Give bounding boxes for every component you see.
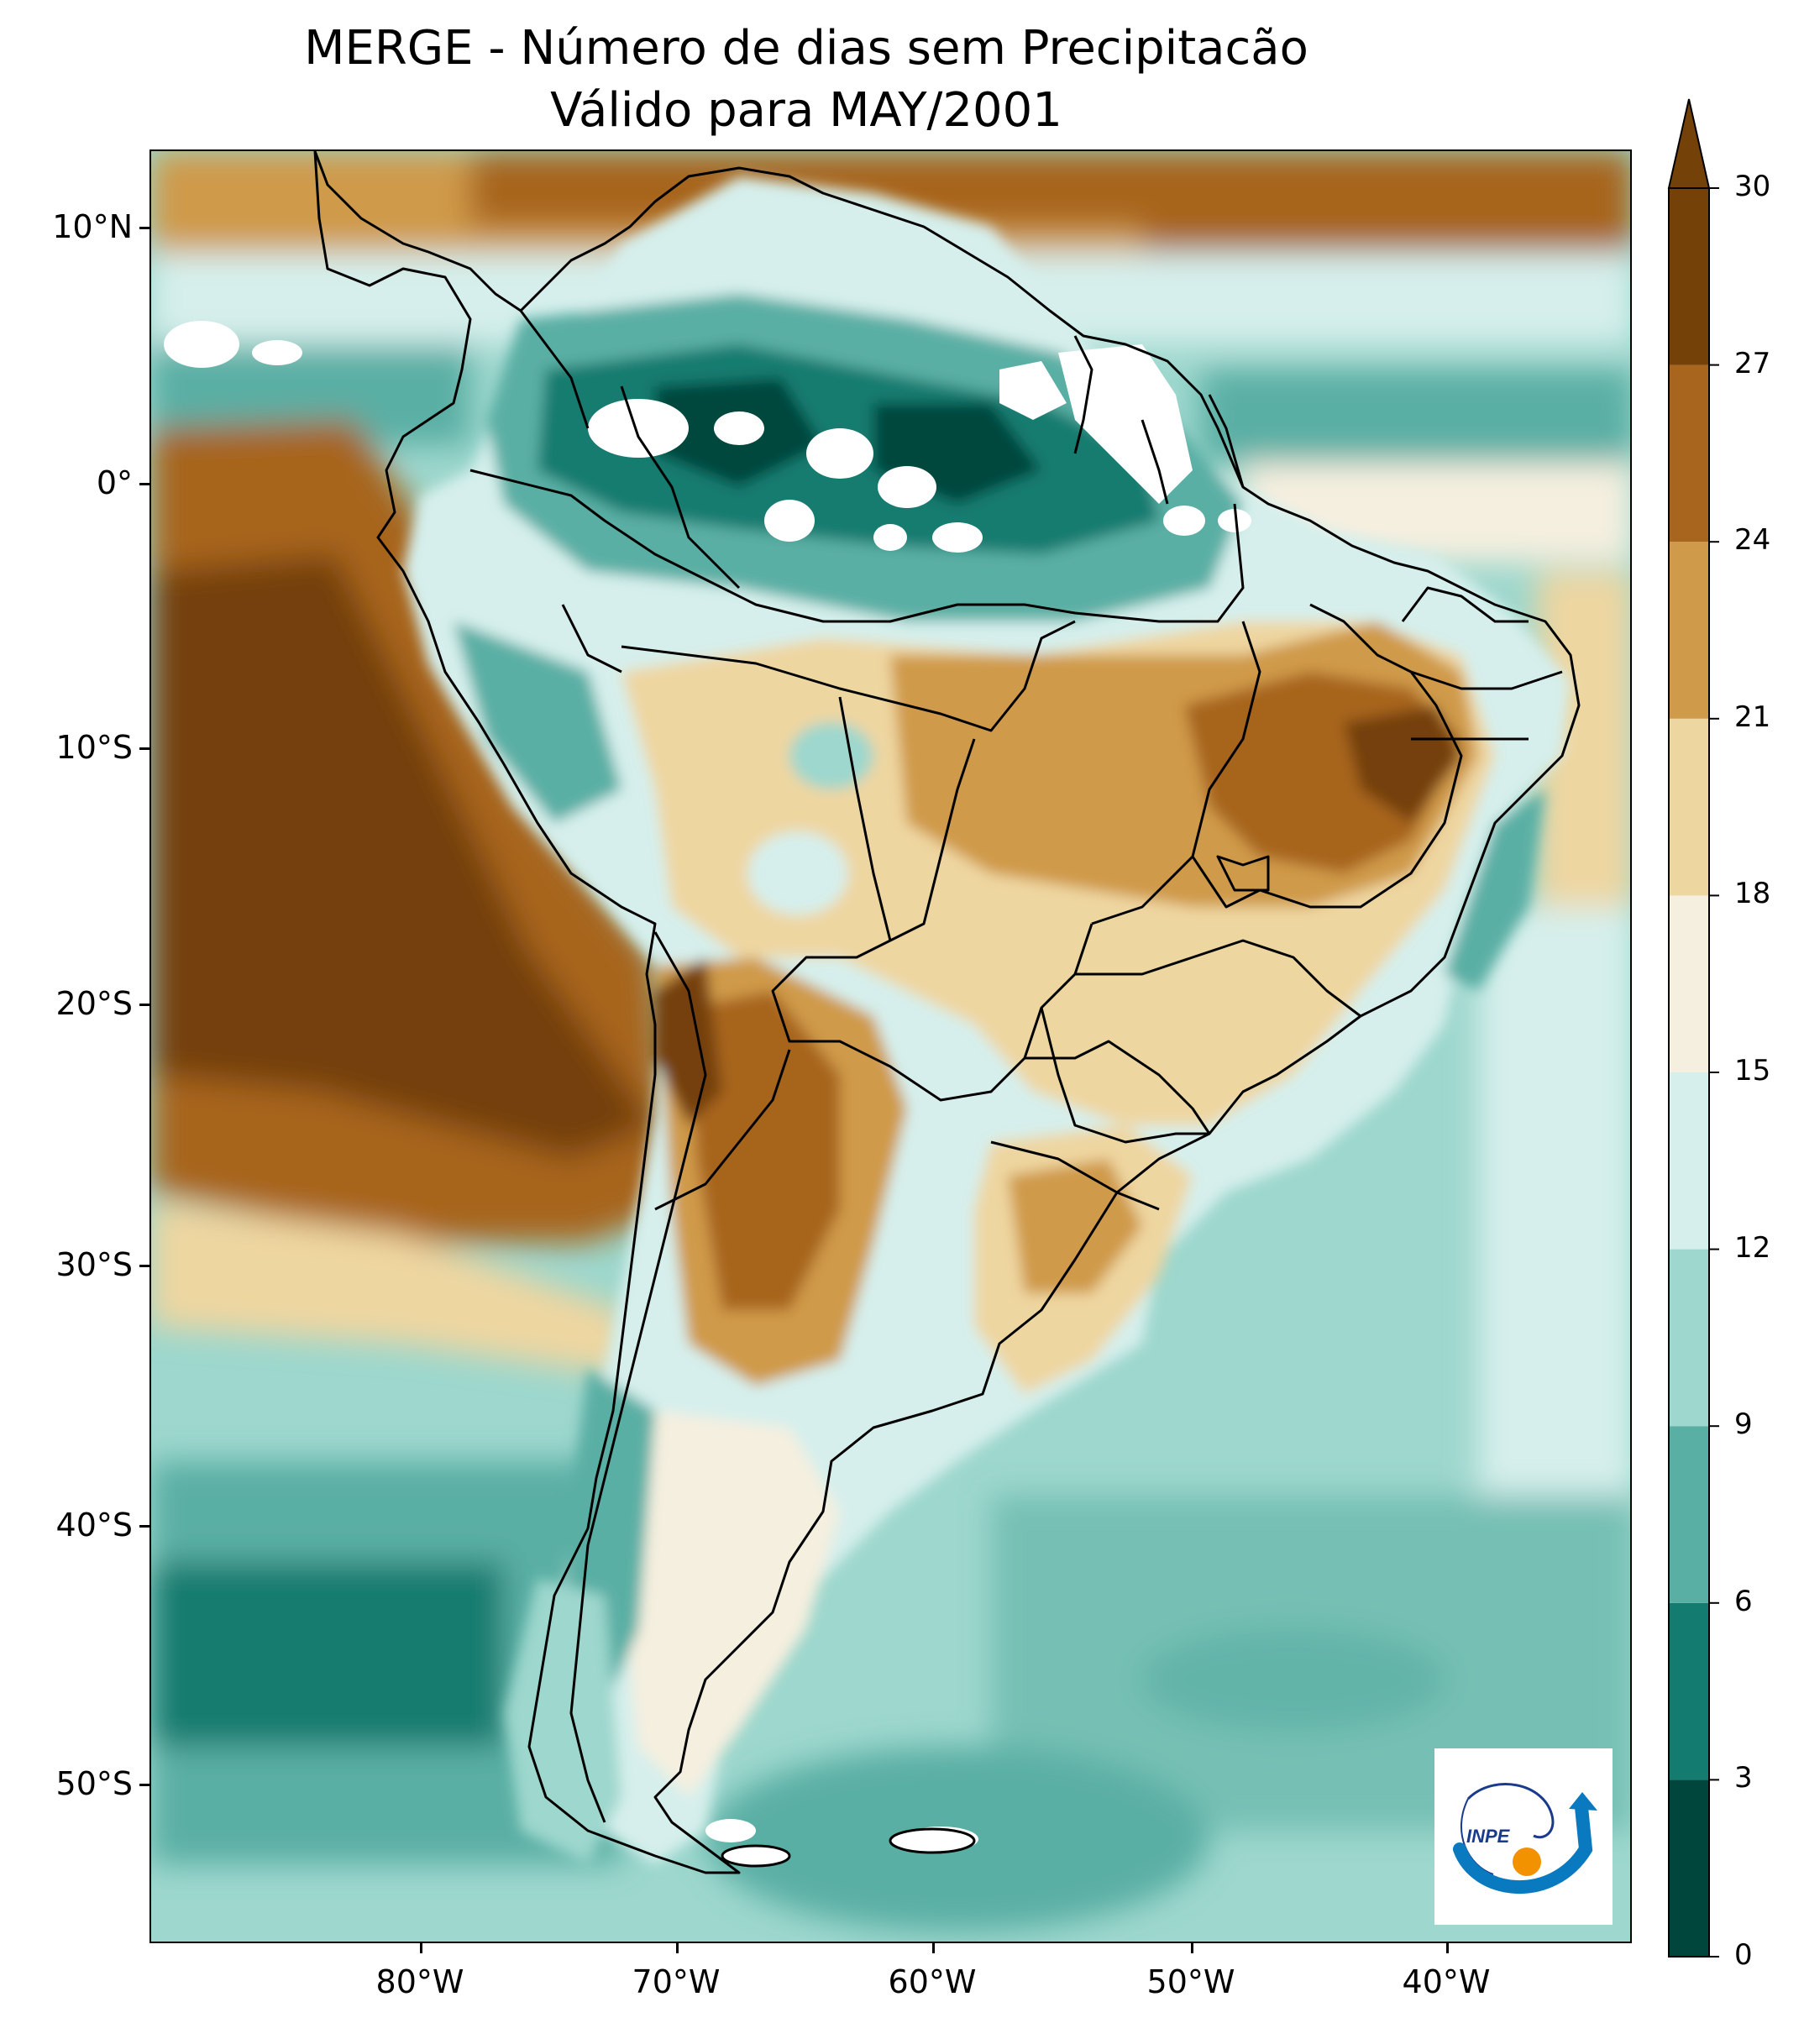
colorbar-bands	[1667, 98, 1711, 1958]
colorbar-band	[1669, 542, 1709, 719]
lon-label-60w: 60°W	[888, 1963, 977, 2000]
colorbar-band	[1669, 188, 1709, 365]
lon-tick	[932, 1943, 935, 1953]
lon-label-40w: 40°W	[1402, 1963, 1491, 2000]
colorbar-band	[1669, 1426, 1709, 1603]
inpe-logo: INPE	[1434, 1748, 1613, 1925]
inpe-logo-text: INPE	[1466, 1826, 1510, 1847]
lat-tick	[139, 747, 149, 750]
coastline-borders	[313, 151, 1581, 1874]
lat-label-20s: 20°S	[55, 985, 133, 1022]
colorbar-tick-label: 30	[1734, 170, 1771, 203]
lat-tick	[139, 1004, 149, 1006]
lon-tick	[1446, 1943, 1449, 1953]
colorbar	[1667, 98, 1719, 1958]
colorbar-band	[1669, 718, 1709, 896]
precipitation-map	[151, 151, 1630, 1942]
colorbar-band	[1669, 1779, 1709, 1957]
colorbar-tick-label: 21	[1734, 700, 1771, 734]
colorbar-tick-label: 24	[1734, 523, 1771, 558]
lon-label-50w: 50°W	[1146, 1963, 1235, 2000]
islands	[721, 1827, 976, 1868]
lat-label-10n: 10°N	[52, 208, 133, 245]
colorbar-tick-label: 15	[1734, 1054, 1771, 1088]
colorbar-tick-label: 6	[1734, 1584, 1753, 1618]
lat-tick	[139, 227, 149, 229]
lat-label-0: 0°	[96, 464, 133, 501]
colorbar-tick-label: 18	[1734, 877, 1771, 911]
lat-label-50s: 50°S	[55, 1765, 133, 1802]
lon-label-70w: 70°W	[632, 1963, 721, 2000]
lon-tick	[676, 1943, 679, 1953]
map-title-line1: MERGE - Número de dias sem Precipitacão	[304, 21, 1308, 76]
colorbar-extend-arrow	[1667, 98, 1711, 189]
lon-tick	[1191, 1943, 1193, 1953]
colorbar-tick-label: 9	[1734, 1407, 1753, 1442]
colorbar-band	[1669, 895, 1709, 1072]
colorbar-tick-label: 27	[1734, 346, 1771, 380]
colorbar-band	[1669, 364, 1709, 542]
colorbar-band	[1669, 1072, 1709, 1250]
colorbar-tick-label: 3	[1734, 1761, 1753, 1795]
colorbar-tick-label: 12	[1734, 1230, 1771, 1265]
lat-label-40s: 40°S	[55, 1507, 133, 1543]
inpe-logo-icon	[1453, 1783, 1597, 1894]
lat-tick	[139, 1265, 149, 1267]
lat-tick	[139, 1784, 149, 1786]
lat-label-10s: 10°S	[55, 729, 133, 766]
colorbar-tick-label: 0	[1734, 1938, 1753, 1972]
map-title-line2: Válido para MAY/2001	[550, 83, 1062, 138]
colorbar-band	[1669, 1249, 1709, 1427]
colorbar-band	[1669, 1602, 1709, 1780]
lat-tick	[139, 1525, 149, 1528]
map-panel	[149, 149, 1632, 1943]
lon-label-80w: 80°W	[375, 1963, 464, 2000]
lon-tick	[420, 1943, 422, 1953]
colorbar-ticks	[1709, 187, 1719, 1958]
land-field	[403, 176, 1571, 1864]
lat-tick	[139, 483, 149, 485]
lat-label-30s: 30°S	[55, 1246, 133, 1283]
